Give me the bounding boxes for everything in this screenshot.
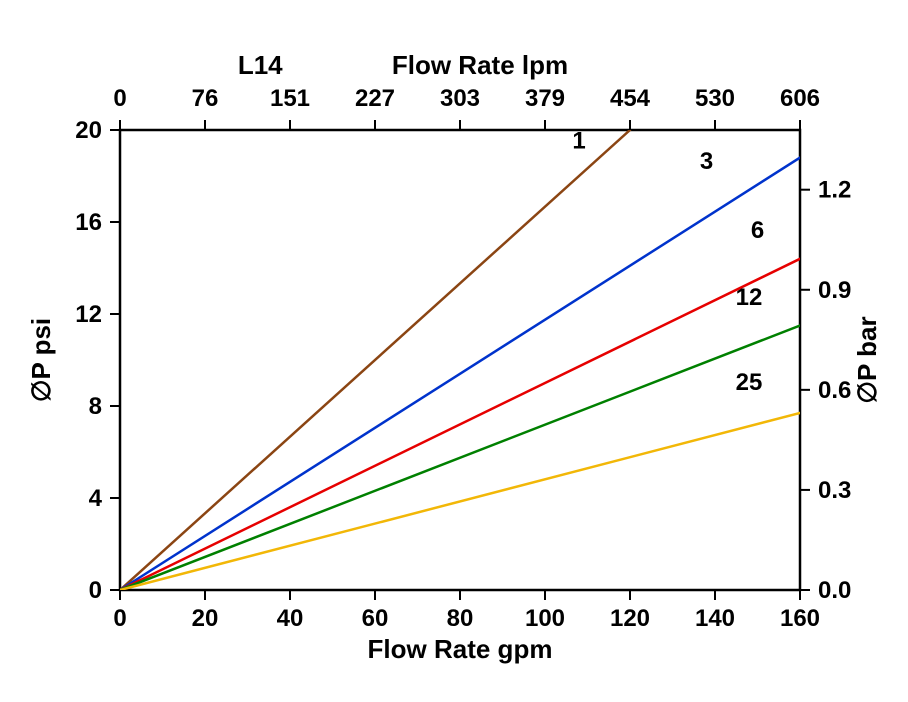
series-label-6: 6	[751, 217, 764, 244]
x-bottom-tick-label: 40	[277, 605, 304, 632]
y-left-tick-label: 0	[89, 577, 102, 604]
y-left-axis-label: ∅P psi	[26, 318, 56, 402]
x-bottom-tick-label: 80	[447, 605, 474, 632]
model-label: L14	[238, 50, 283, 80]
y-left-tick-label: 16	[75, 209, 102, 236]
x-bottom-tick-label: 100	[525, 605, 565, 632]
y-right-axis-label: ∅P bar	[852, 316, 882, 403]
x-top-tick-label: 227	[355, 85, 395, 112]
x-bottom-tick-label: 160	[780, 605, 820, 632]
x-top-tick-label: 454	[610, 85, 651, 112]
x-top-tick-label: 76	[192, 85, 219, 112]
y-left-tick-label: 4	[89, 485, 103, 512]
series-label-12: 12	[736, 284, 763, 311]
x-bottom-tick-label: 0	[113, 605, 126, 632]
x-top-tick-label: 151	[270, 85, 310, 112]
x-top-axis-label: Flow Rate lpm	[392, 50, 568, 80]
y-left-tick-label: 12	[75, 301, 102, 328]
x-top-tick-label: 379	[525, 85, 565, 112]
y-left-tick-label: 20	[75, 117, 102, 144]
y-right-tick-label: 0.9	[818, 277, 851, 304]
x-top-tick-label: 303	[440, 85, 480, 112]
y-right-tick-label: 0.3	[818, 477, 851, 504]
x-bottom-tick-label: 20	[192, 605, 219, 632]
series-label-1: 1	[572, 127, 585, 154]
y-right-tick-label: 0.0	[818, 577, 851, 604]
x-top-tick-label: 606	[780, 85, 820, 112]
x-bottom-tick-label: 140	[695, 605, 735, 632]
pressure-flow-chart: 020406080100120140160Flow Rate gpm076151…	[0, 0, 908, 702]
x-bottom-axis-label: Flow Rate gpm	[368, 634, 553, 664]
x-bottom-tick-label: 60	[362, 605, 389, 632]
y-right-tick-label: 0.6	[818, 377, 851, 404]
series-label-25: 25	[736, 369, 763, 396]
y-right-tick-label: 1.2	[818, 177, 851, 204]
y-left-tick-label: 8	[89, 393, 102, 420]
x-bottom-tick-label: 120	[610, 605, 650, 632]
x-top-tick-label: 530	[695, 85, 735, 112]
series-label-3: 3	[700, 148, 713, 175]
x-top-tick-label: 0	[113, 85, 126, 112]
